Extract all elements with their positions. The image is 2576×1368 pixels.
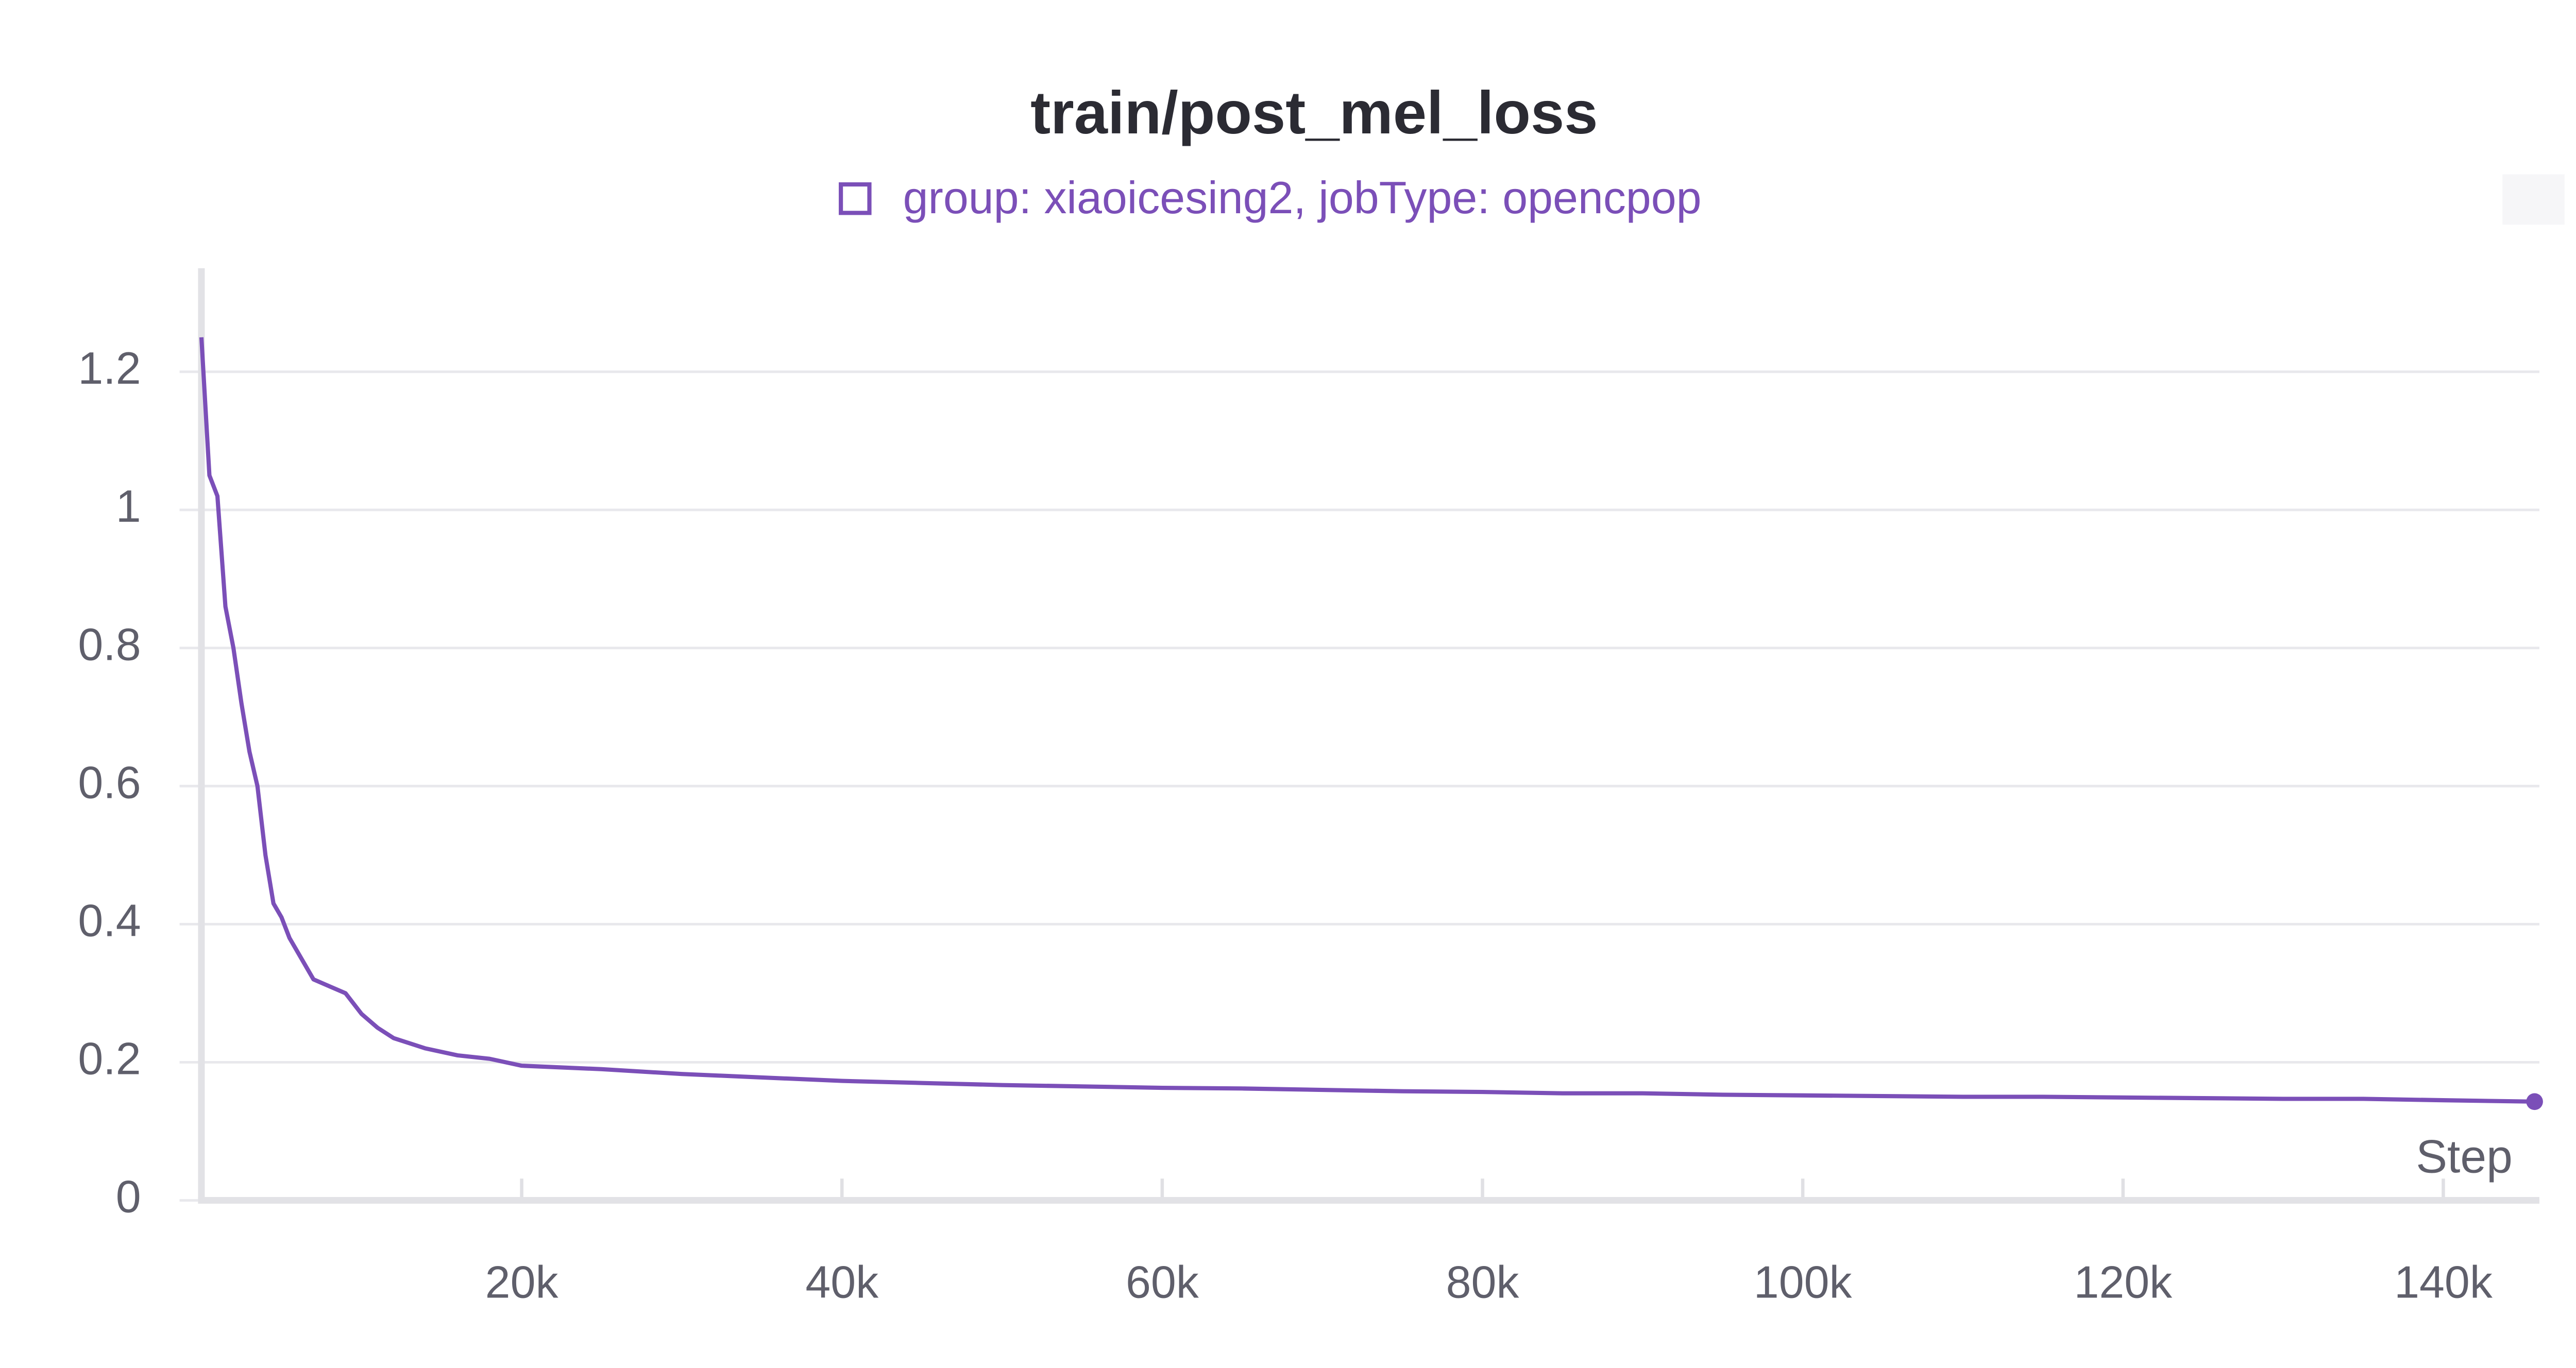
x-tick-label: 120k [2074,1257,2173,1308]
legend-entry[interactable]: group: xiaoicesing2, jobType: opencpop [903,172,1702,223]
chart-title: train/post_mel_loss [1030,79,1598,146]
y-tick-label: 0.2 [78,1033,141,1084]
x-tick-label: 20k [485,1257,559,1308]
y-tick-label: 1.2 [78,343,141,394]
x-tick-label: 80k [1446,1257,1520,1308]
x-axis-label: Step [2416,1130,2513,1183]
y-tick-label: 1 [116,481,141,532]
legend-icon[interactable] [839,182,872,215]
x-tick-label: 140k [2394,1257,2493,1308]
y-tick-label: 0.6 [78,757,141,808]
x-tick-label: 40k [805,1257,879,1308]
x-tick-label: 100k [1754,1257,1853,1308]
y-tick-label: 0.4 [78,895,141,946]
data-line [199,337,2535,1104]
y-tick-label: 0 [116,1171,141,1222]
end-point [2526,1093,2543,1110]
y-tick-label: 0.8 [78,619,141,670]
panel-button[interactable] [2502,174,2565,225]
x-tick-label: 60k [1126,1257,1199,1308]
